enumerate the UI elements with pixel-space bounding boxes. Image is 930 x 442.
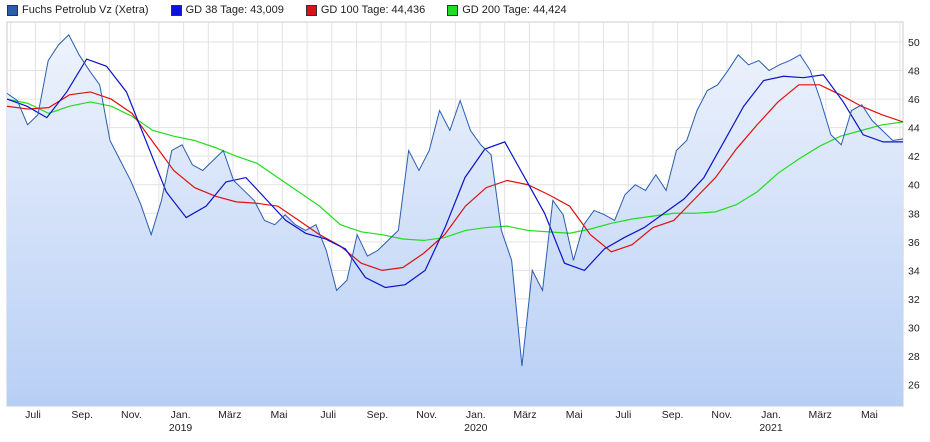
y-tick-label: 40 bbox=[908, 180, 920, 192]
y-tick-label: 38 bbox=[908, 208, 920, 220]
x-tick-label: Jan. bbox=[171, 409, 191, 421]
x-tick-label: Mai bbox=[566, 409, 583, 421]
x-tick-label: März bbox=[513, 409, 536, 421]
legend-swatch bbox=[7, 4, 18, 16]
y-tick-label: 50 bbox=[908, 37, 920, 49]
series-line-gd100 bbox=[6, 84, 904, 272]
legend-item-price: Fuchs Petrolub Vz (Xetra) bbox=[7, 4, 149, 16]
y-tick-label: 28 bbox=[908, 351, 920, 363]
x-tick-year-label: 2021 bbox=[759, 422, 783, 434]
x-tick-label: Mai bbox=[271, 409, 288, 421]
legend-swatch bbox=[170, 4, 182, 16]
x-tick-label: Jan. bbox=[466, 409, 486, 421]
x-tick-label: März bbox=[809, 409, 832, 421]
series-line-gd200 bbox=[6, 98, 904, 242]
x-tick-label: Sep. bbox=[71, 409, 93, 421]
x-tick-label: Juli bbox=[320, 409, 336, 421]
legend-item-gd38: GD 38 Tage: 43,009 bbox=[170, 4, 284, 16]
y-tick-label: 32 bbox=[908, 294, 920, 306]
legend: Fuchs Petrolub Vz (Xetra) GD 38 Tage: 43… bbox=[7, 4, 567, 16]
y-tick-label: 36 bbox=[908, 237, 920, 249]
x-tick-label: Nov. bbox=[121, 409, 142, 421]
y-tick-label: 34 bbox=[908, 265, 920, 277]
y-tick-label: 44 bbox=[908, 123, 920, 135]
x-tick-year-label: 2020 bbox=[464, 422, 488, 434]
legend-item-gd200: GD 200 Tage: 44,424 bbox=[447, 4, 567, 16]
series-line-price bbox=[6, 34, 904, 367]
legend-item-gd100: GD 100 Tage: 44,436 bbox=[305, 4, 425, 16]
x-tick-label: März bbox=[218, 409, 241, 421]
y-tick-label: 48 bbox=[908, 66, 920, 78]
x-tick-label: Juli bbox=[25, 409, 41, 421]
y-tick-label: 26 bbox=[908, 380, 920, 392]
y-tick-label: 46 bbox=[908, 94, 920, 106]
y-tick-label: 42 bbox=[908, 151, 920, 163]
y-tick-label: 30 bbox=[908, 322, 920, 334]
series-line-gd38 bbox=[6, 58, 903, 289]
x-tick-label: Jan. bbox=[761, 409, 781, 421]
legend-swatch bbox=[447, 4, 459, 16]
x-tick-label: Nov. bbox=[416, 409, 437, 421]
x-tick-label: Juli bbox=[616, 409, 632, 421]
legend-swatch bbox=[305, 4, 317, 16]
x-tick-label: Nov. bbox=[711, 409, 732, 421]
x-tick-year-label: 2019 bbox=[169, 422, 193, 434]
x-tick-label: Mai bbox=[861, 409, 878, 421]
x-tick-label: Sep. bbox=[662, 409, 684, 421]
x-tick-label: Sep. bbox=[367, 409, 389, 421]
